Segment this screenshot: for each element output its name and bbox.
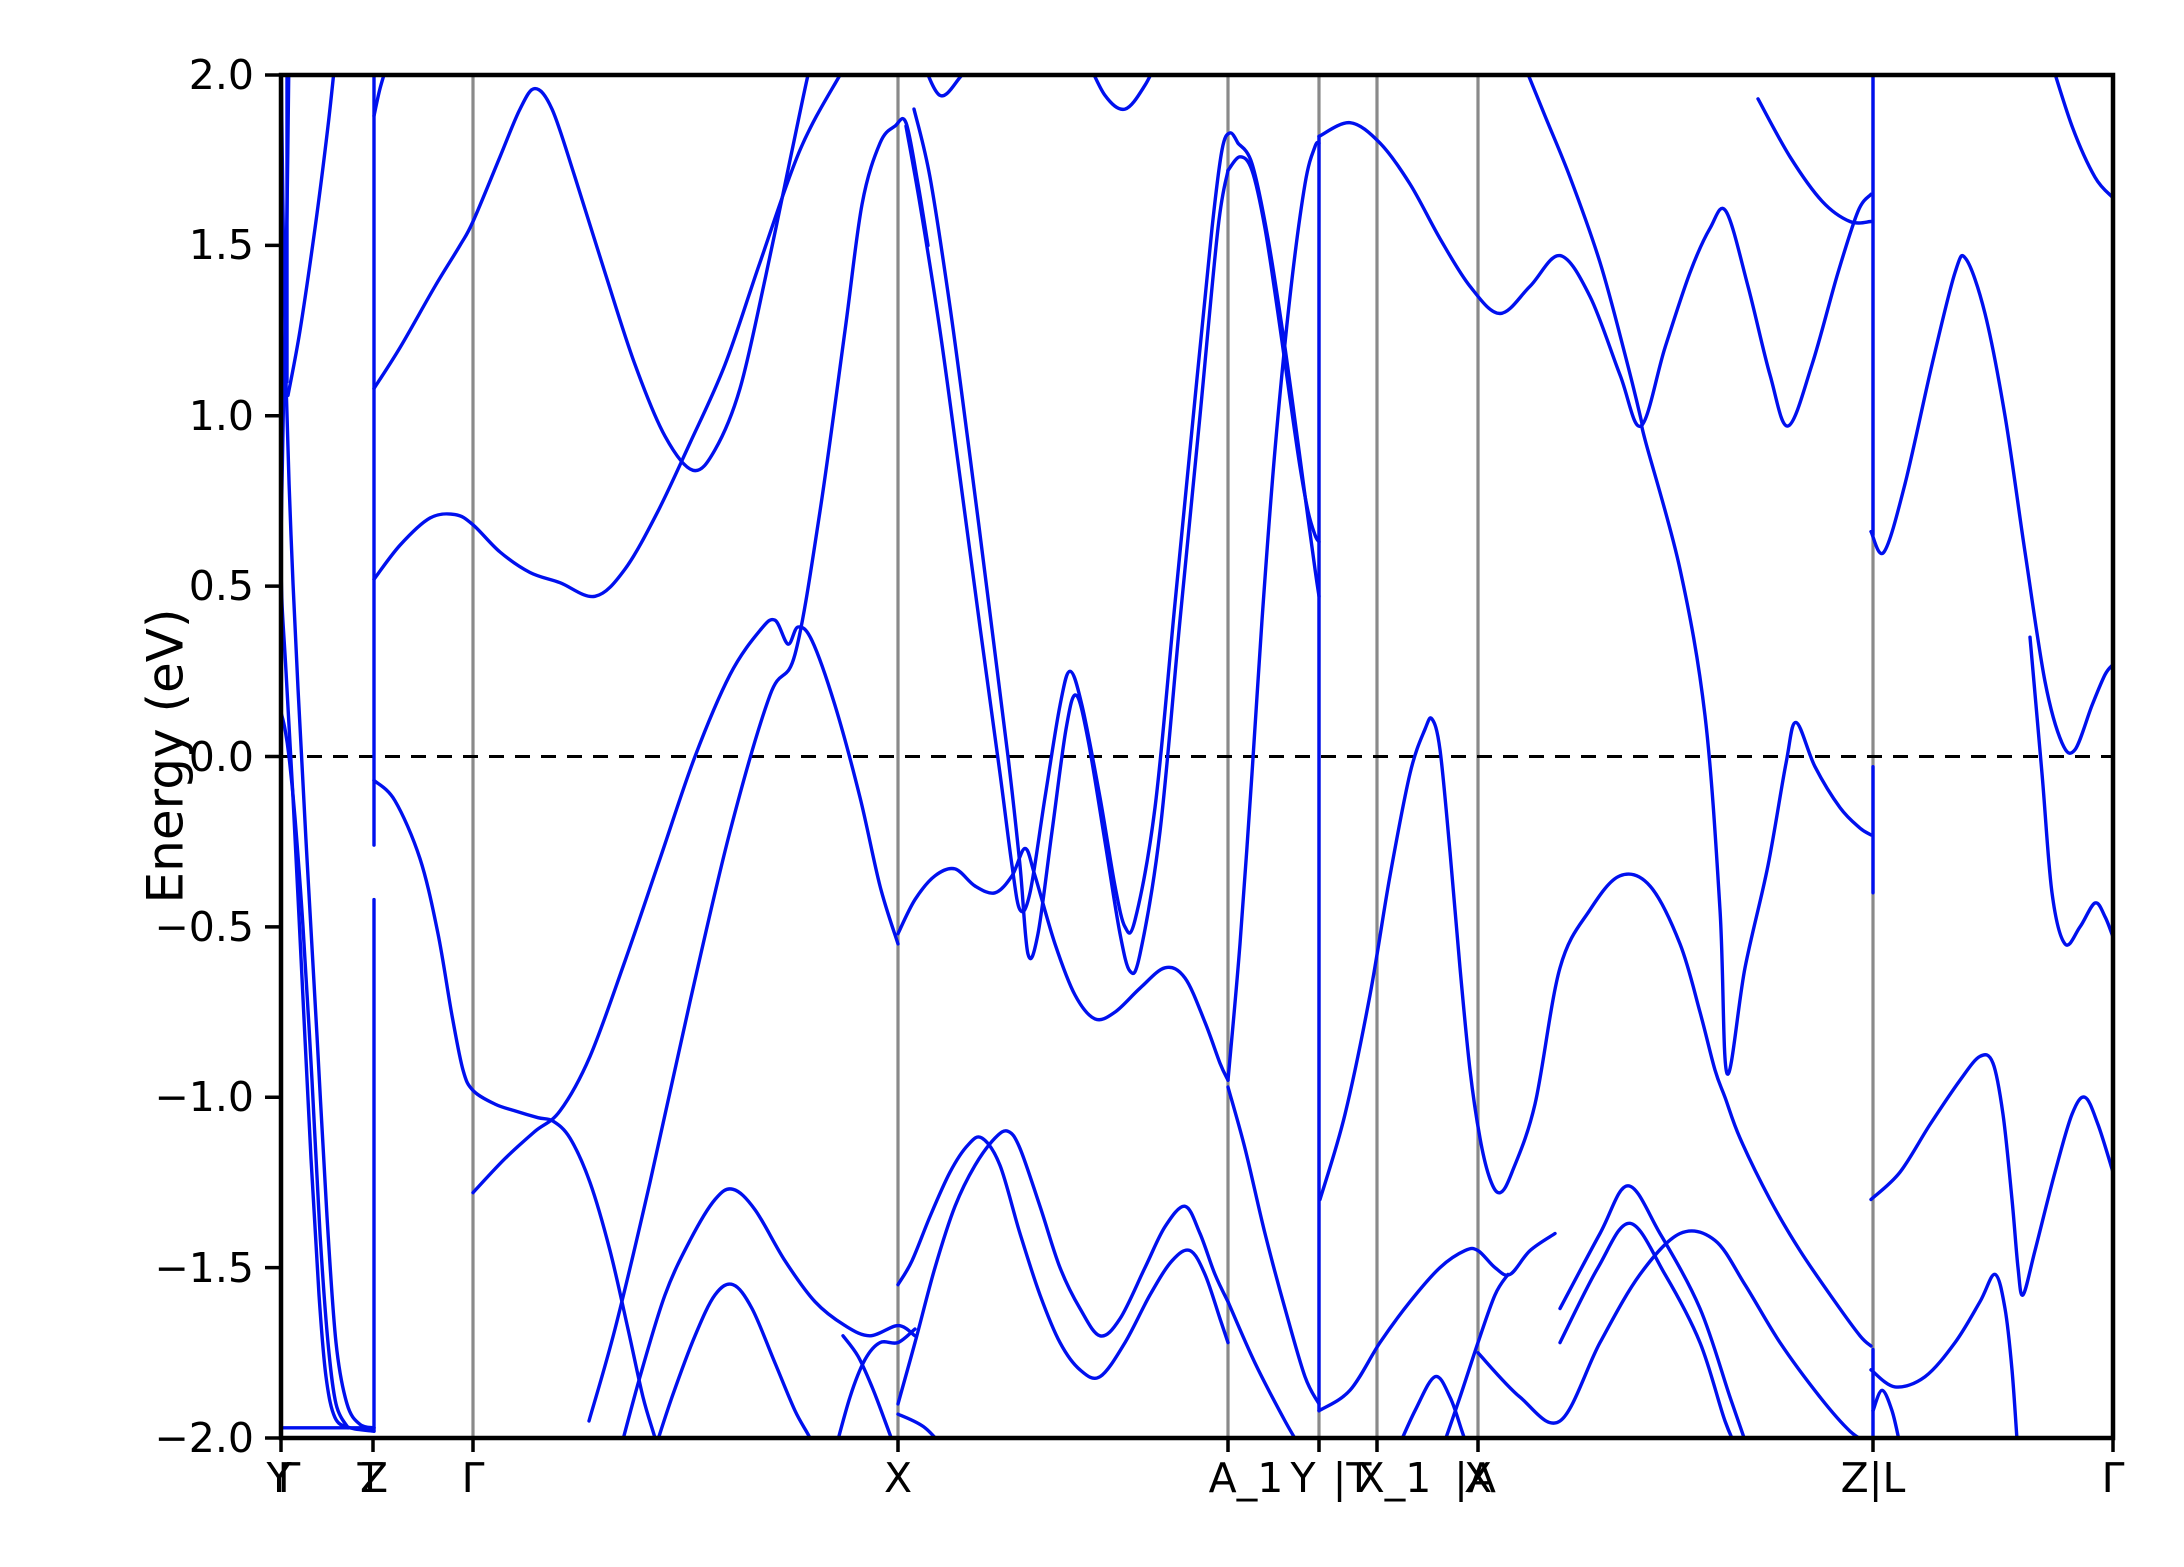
band-A1-desc2 <box>1226 155 1321 544</box>
x-tick-label: Y <box>1290 1454 1316 1502</box>
x-tick-label: A_1 <box>1208 1454 1284 1502</box>
band-bot-hump <box>1400 1374 1467 1438</box>
band-GX-arc <box>471 617 900 1195</box>
x-tick-label: Y <box>266 1454 292 1502</box>
x-tick-label: T <box>357 1454 383 1502</box>
x-tick-label: Γ <box>461 1454 485 1502</box>
band-LG-top <box>2053 75 2113 200</box>
band-L4 <box>281 710 350 1430</box>
x-tick-label: Γ <box>2101 1454 2125 1502</box>
x-tick-label: X <box>883 1454 913 1502</box>
y-tick-label: −2.0 <box>154 1414 254 1462</box>
band-AZ-thin <box>1756 97 1873 225</box>
band-AZ-arc2 <box>1558 1221 1734 1438</box>
y-tick-label: 0.0 <box>188 732 254 781</box>
band-TX1-top <box>1317 120 1873 428</box>
band-L1 <box>281 75 376 1430</box>
x-tick-label: Z|L <box>1840 1454 1906 1502</box>
band-L6 <box>372 75 386 118</box>
band-XA-bottom <box>896 1412 938 1438</box>
band-L5 <box>286 75 336 398</box>
band-XA-W1 <box>904 124 1240 935</box>
band-GX-lowx2 <box>841 1334 894 1438</box>
band-LG-bottom <box>1869 1272 2019 1438</box>
band-A1-low2 <box>1226 1300 1297 1438</box>
band-AZ-arc1 <box>1558 1184 1746 1438</box>
band-peak-X1X <box>1318 716 1873 1348</box>
band-GX-down <box>372 778 657 1438</box>
y-tick-label: 1.0 <box>188 391 254 440</box>
band-XA-low1 <box>896 1129 1230 1406</box>
y-tick-label: −1.5 <box>154 1243 254 1292</box>
band-GX-steep <box>587 116 930 1423</box>
x-tick-label: Z <box>359 1454 389 1502</box>
x-tick-label: Γ <box>277 1454 301 1502</box>
band-AZ-cross <box>1476 1229 1863 1438</box>
band-LG-stub <box>1871 1388 1901 1438</box>
band-A1-riser <box>1226 140 1321 1082</box>
x-tick-label: |T <box>1332 1454 1372 1502</box>
band-XA-low2 <box>896 1135 1230 1381</box>
y-tick-label: 2.0 <box>188 51 254 99</box>
y-tick-label: −0.5 <box>154 902 254 951</box>
band-ZG-mid <box>372 75 842 599</box>
bands-group <box>281 75 2113 1438</box>
band-AZ-desc <box>1526 75 1873 1076</box>
y-tick-label: −1.0 <box>154 1073 254 1122</box>
band-XA-topsq2 <box>1092 75 1153 112</box>
band-LG-shelf <box>2028 635 2113 947</box>
band-A1-low1 <box>1226 1085 1321 1406</box>
band-LG-hump <box>1869 253 2113 755</box>
band-GX-lowarc1 <box>621 1187 917 1438</box>
band-LG-zigzag <box>1869 1053 2113 1297</box>
band-TX1-wavy <box>1317 1231 1557 1413</box>
x-tick-label: X_1 <box>1356 1454 1432 1502</box>
y-tick-label: 1.5 <box>188 221 254 270</box>
band-GX-lowarc2 <box>656 1282 812 1438</box>
y-axis-title: Energy (eV) <box>136 608 195 904</box>
band-XA-W2 <box>912 107 1230 976</box>
x-tick-label: X <box>1463 1454 1493 1502</box>
band-ZG-upper <box>372 75 810 473</box>
band-bot-rise <box>1444 1272 1510 1438</box>
band-A1-desc1 <box>1236 141 1321 598</box>
band-GX-lowx1 <box>836 1327 917 1438</box>
y-tick-label: 0.5 <box>188 562 254 611</box>
x-tick-label: |A <box>1454 1454 1496 1502</box>
band-XA-mid <box>896 846 1230 1082</box>
